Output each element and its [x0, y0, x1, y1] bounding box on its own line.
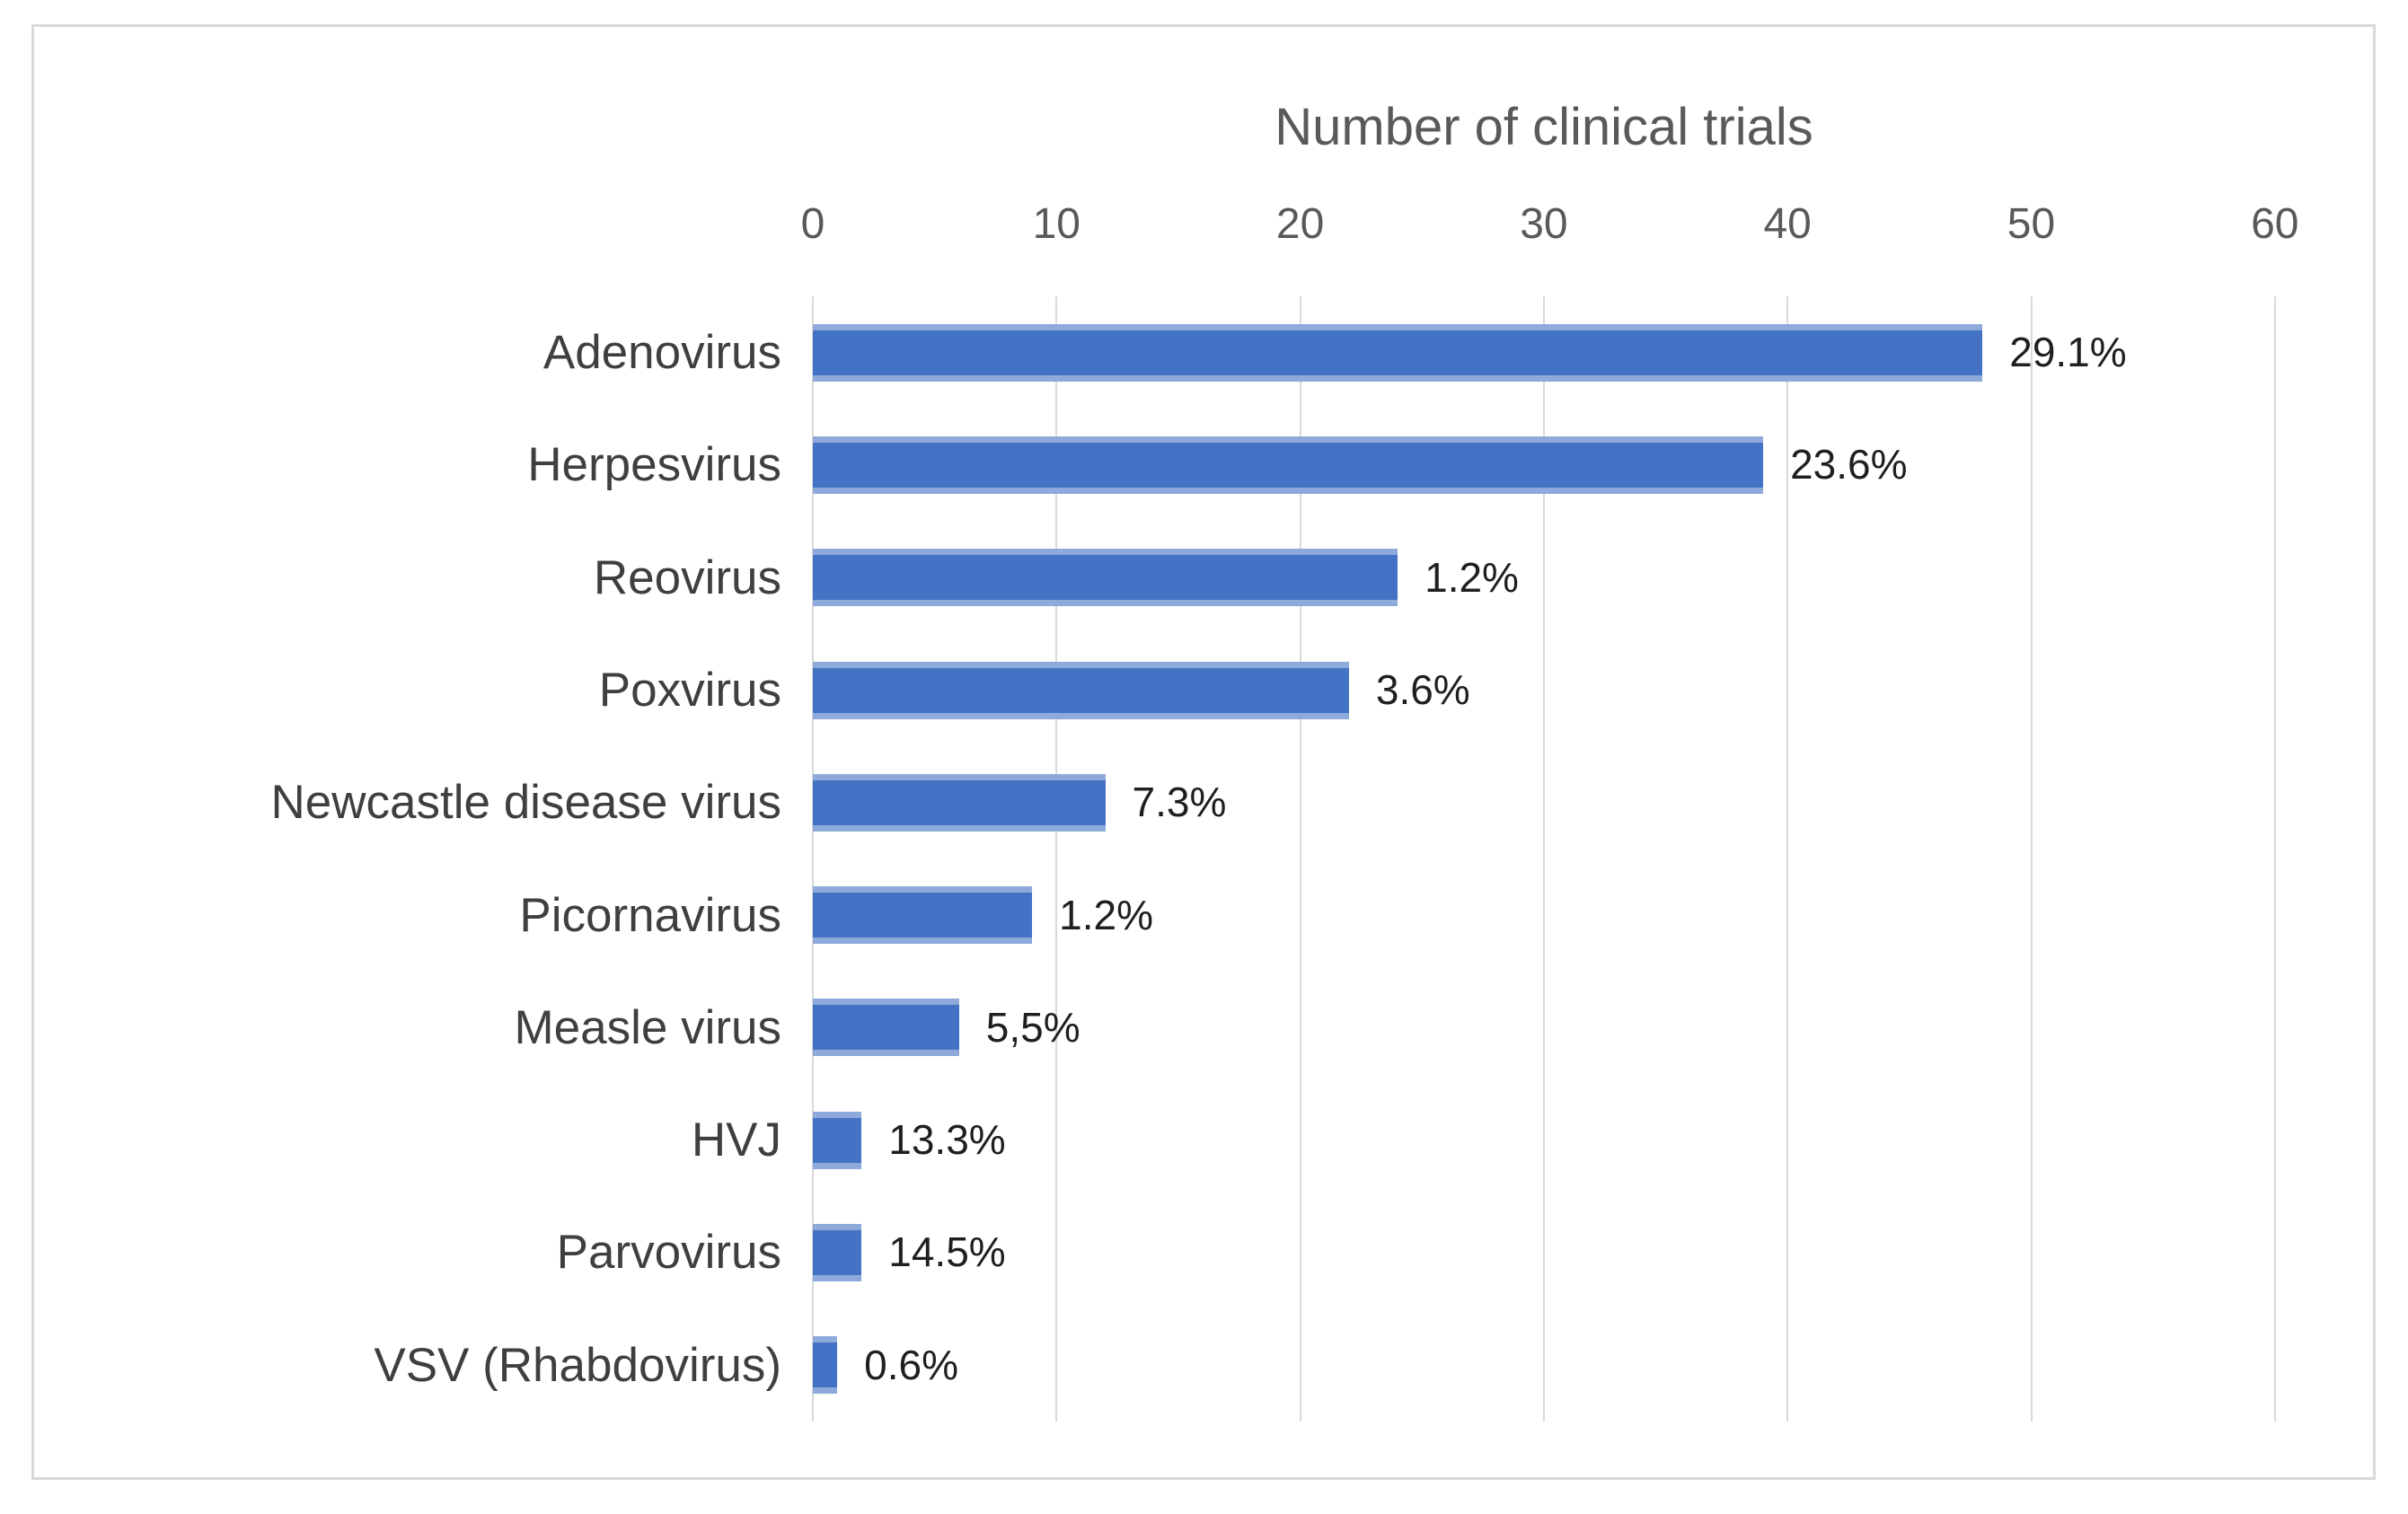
gridline [812, 296, 814, 1422]
category-label: Reovirus [593, 550, 781, 604]
category-label: HVJ [691, 1113, 781, 1167]
bar-newcastle-disease-virus [813, 773, 1106, 832]
category-label: VSV (Rhabdovirus) [374, 1338, 781, 1392]
bar-parvovirus [813, 1224, 862, 1282]
gridline [1786, 296, 1789, 1422]
gridline [1055, 296, 1058, 1422]
bar-poxvirus [813, 661, 1349, 719]
value-label: 14.5% [888, 1228, 1006, 1276]
value-label: 1.2% [1059, 891, 1154, 938]
value-label: 29.1% [2009, 329, 2127, 375]
x-tick-label: 30 [1520, 200, 1568, 248]
gridline [2030, 296, 2033, 1422]
x-tick-label: 40 [1763, 200, 1812, 248]
x-tick-label: 0 [800, 200, 825, 248]
category-label: Parvovirus [556, 1226, 781, 1280]
bar-herpesvirus [813, 436, 1764, 494]
category-label: Poxvirus [598, 663, 781, 717]
x-tick-label: 20 [1275, 200, 1325, 248]
value-label: 23.6% [1790, 441, 1908, 489]
value-label: 5,5% [985, 1003, 1081, 1051]
bar-hvj [813, 1111, 862, 1169]
value-label: 3.6% [1375, 665, 1470, 713]
bar-picornavirus [813, 886, 1033, 945]
category-label: Newcastle disease virus [270, 776, 781, 830]
category-label: Picornavirus [519, 888, 781, 942]
bar-vsv-rhabdovirus [813, 1336, 838, 1395]
x-tick-label: 50 [2007, 200, 2056, 248]
bar-measle-virus [813, 999, 959, 1057]
value-label: 1.2% [1425, 553, 1519, 601]
category-label: Herpesvirus [527, 438, 781, 492]
chart-frame [31, 24, 2376, 1480]
gridline [2273, 296, 2276, 1422]
bar-adenovirus [813, 323, 1983, 382]
value-label: 7.3% [1132, 779, 1227, 826]
gridline [1299, 296, 1301, 1422]
category-label: Measle virus [514, 1000, 781, 1054]
bar-reovirus [813, 549, 1398, 607]
category-label: Adenovirus [542, 326, 781, 379]
value-label: 13.3% [888, 1116, 1006, 1164]
chart-title: Number of clinical trials [1275, 98, 1813, 156]
x-tick-label: 60 [2251, 200, 2299, 248]
value-label: 0.6% [864, 1341, 958, 1388]
x-tick-label: 10 [1032, 200, 1081, 248]
gridline [1542, 296, 1545, 1422]
